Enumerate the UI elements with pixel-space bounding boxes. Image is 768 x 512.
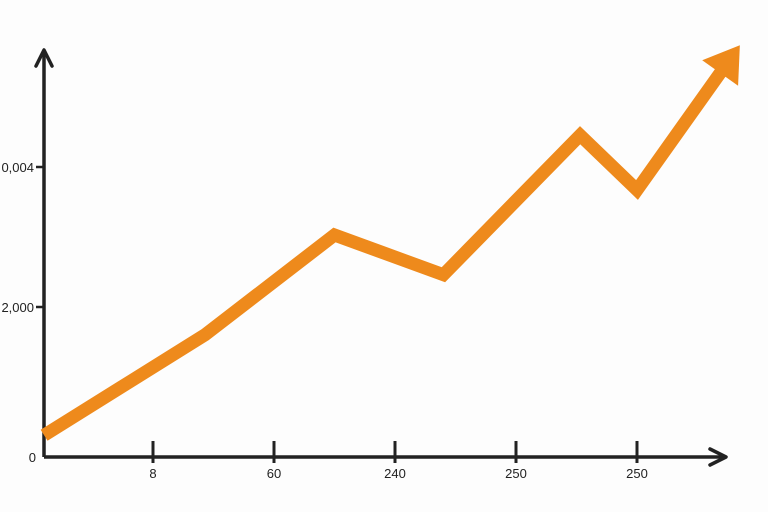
x-tick-label: 250 xyxy=(626,466,648,481)
y-ticks: 0 2,000 0,004 xyxy=(1,160,44,465)
y-axis-arrow xyxy=(34,48,54,68)
y-tick-label: 0 xyxy=(29,450,36,465)
x-tick-label: 60 xyxy=(267,466,281,481)
series xyxy=(40,45,740,441)
data-line xyxy=(40,65,728,441)
x-tick-label: 240 xyxy=(384,466,406,481)
x-axis-arrow xyxy=(708,447,728,467)
x-tick-label: 8 xyxy=(149,466,156,481)
y-tick-label: 2,000 xyxy=(1,300,34,315)
x-tick-label: 250 xyxy=(505,466,527,481)
y-tick-label: 0,004 xyxy=(1,160,34,175)
x-ticks: 8 60 240 250 250 xyxy=(149,441,648,481)
axes xyxy=(34,48,728,467)
arrow-head xyxy=(702,45,740,86)
